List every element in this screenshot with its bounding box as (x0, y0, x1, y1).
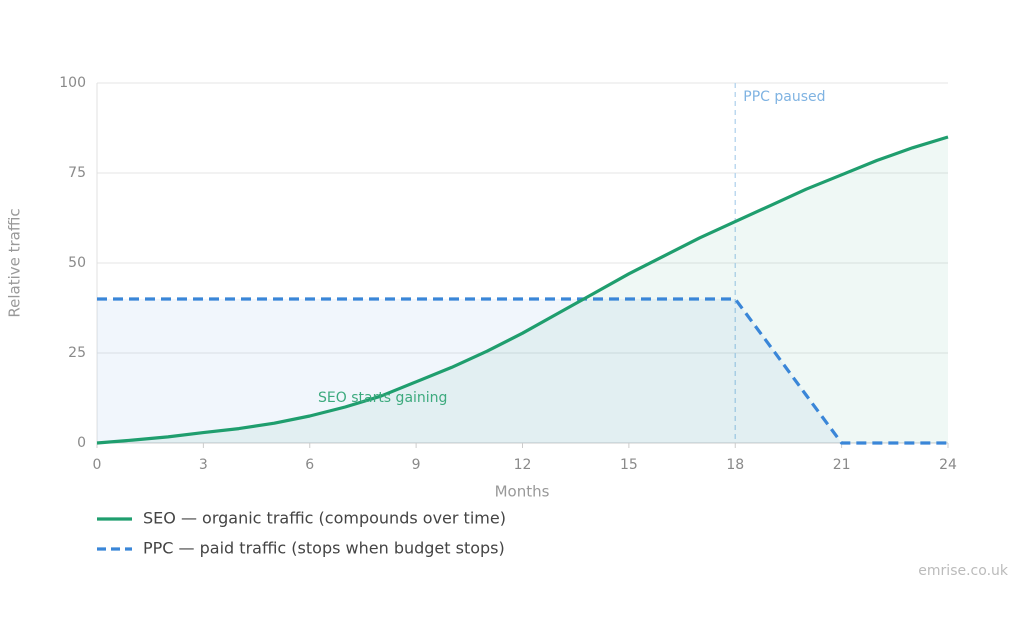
area (97, 137, 948, 443)
x-tick-label: 0 (93, 457, 102, 473)
source: emrise.co.uk (918, 563, 1009, 579)
x-tick-label: 21 (833, 457, 851, 473)
line (97, 297, 948, 445)
y-tick-label: 25 (68, 345, 86, 361)
x-tick-label: 9 (412, 457, 421, 473)
y-axis-title: Relative traffic (6, 208, 24, 317)
x-tick-label: 3 (199, 457, 208, 473)
x-axis-title: Months (495, 483, 550, 501)
y-tick-label: 0 (77, 435, 86, 451)
x-tick-label: 24 (939, 457, 957, 473)
x-tick-label: 12 (514, 457, 532, 473)
y-tick-label: 100 (59, 75, 86, 91)
legend-label: SEO — organic traffic (compounds over ti… (143, 509, 506, 528)
y-tick-label: 75 (68, 165, 86, 181)
area (97, 299, 948, 443)
y-tick-label: 50 (68, 255, 86, 271)
x-tick-label: 15 (620, 457, 638, 473)
x-tick-label: 18 (726, 457, 744, 473)
line (96, 135, 949, 445)
legend-label: PPC — paid traffic (stops when budget st… (143, 539, 505, 558)
x-tick-label: 6 (305, 457, 314, 473)
annotation: SEO starts gaining (318, 390, 447, 406)
annotation: PPC paused (743, 89, 825, 105)
